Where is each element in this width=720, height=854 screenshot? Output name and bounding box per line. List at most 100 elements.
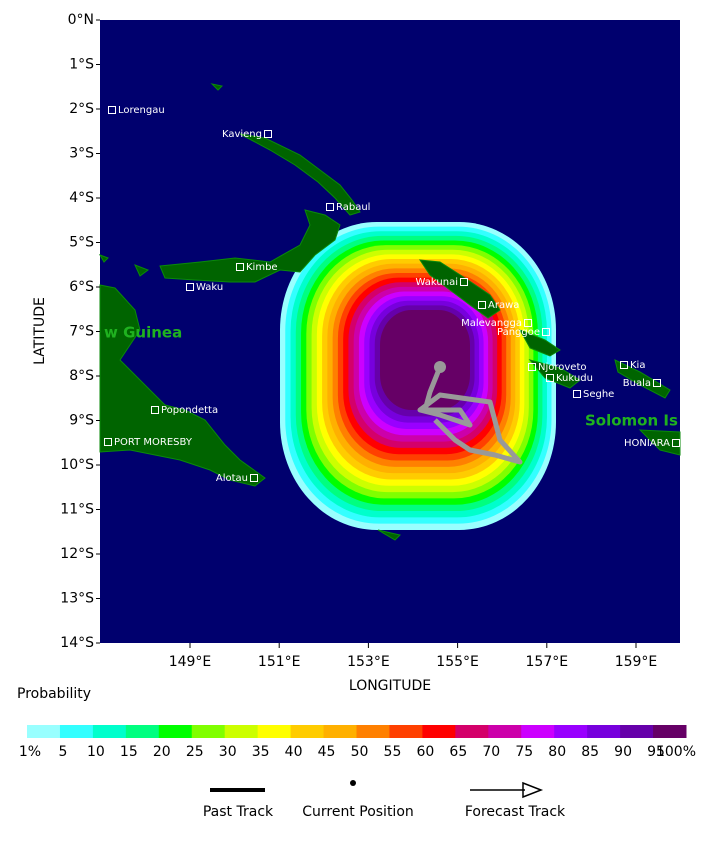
lat-label: 9°S (69, 413, 94, 429)
colorbar-cell (191, 725, 226, 738)
land (98, 83, 681, 541)
place-label: Kukudu (556, 373, 593, 384)
colorbar-cell (455, 725, 489, 738)
region-label: Solomon Is (585, 412, 678, 430)
place-label: Arawa (488, 300, 519, 311)
lat-label: 6°S (69, 279, 94, 295)
colorbar-label: 75 (515, 744, 533, 760)
place-marker (460, 278, 468, 286)
place-label: PORT MORESBY (114, 437, 193, 448)
place-label: Popondetta (161, 405, 218, 416)
lat-label: 1°S (69, 57, 94, 73)
place-marker (326, 203, 334, 211)
colorbar-label: 65 (449, 744, 467, 760)
place-label: Rabaul (336, 202, 370, 213)
lat-label: 11°S (60, 502, 94, 518)
place-label: Njoroveto (538, 362, 587, 373)
lon-label: 149°E (169, 654, 212, 670)
place-marker (573, 390, 581, 398)
colorbar-cell (290, 725, 325, 738)
lon-label: 153°E (347, 654, 390, 670)
legend-item: Past Track (203, 804, 274, 820)
colorbar-cell (27, 725, 61, 738)
place-marker (542, 328, 550, 336)
colorbar-label: 25 (186, 744, 204, 760)
colorbar-cell (257, 725, 292, 738)
lon-label: 155°E (436, 654, 479, 670)
lat-label: 12°S (60, 546, 94, 562)
colorbar-label: 15 (120, 744, 138, 760)
lon-label: 151°E (258, 654, 301, 670)
colorbar-label: 55 (384, 744, 402, 760)
place-marker (236, 263, 244, 271)
place-marker (264, 130, 272, 138)
place-label: HONIARA (624, 438, 670, 449)
place-marker (104, 438, 112, 446)
legend-title: Probability (17, 686, 91, 702)
place-label: Kia (630, 360, 645, 371)
place-label: Wakunai (416, 277, 458, 288)
lon-label: 159°E (615, 654, 658, 670)
place-label: Waku (196, 282, 223, 293)
lat-label: 7°S (69, 324, 94, 340)
colorbar-cell (389, 725, 423, 738)
place-marker (524, 319, 532, 327)
colorbar-cell (587, 725, 621, 738)
colorbar-label: 35 (252, 744, 270, 760)
colorbar-label: 80 (548, 744, 566, 760)
legend-item: Forecast Track (465, 804, 566, 820)
y-axis-title: LATITUDE (32, 297, 48, 365)
place-label: Kavieng (222, 129, 262, 140)
lat-label: 0°N (68, 12, 94, 28)
place-label: Kimbe (246, 262, 278, 273)
legend-item: Current Position (302, 804, 414, 820)
place-marker (108, 106, 116, 114)
colorbar-cell (224, 725, 259, 738)
place-marker (546, 374, 554, 382)
colorbar-cell (356, 725, 390, 738)
lat-label: 13°S (60, 591, 94, 607)
current-position (434, 361, 446, 373)
colorbar-label: 45 (318, 744, 336, 760)
colorbar-label: 10 (87, 744, 105, 760)
place-label: Buala (623, 378, 651, 389)
place-label: Seghe (583, 389, 614, 400)
colorbar-label: 5 (58, 744, 67, 760)
place-marker (653, 379, 661, 387)
lat-label: 8°S (69, 368, 94, 384)
lon-label: 157°E (526, 654, 569, 670)
probability-band (380, 310, 470, 410)
place-marker (478, 301, 486, 309)
colorbar-label: 90 (614, 744, 632, 760)
place-marker (528, 363, 536, 371)
place-marker (250, 474, 258, 482)
current-position-key (350, 780, 356, 786)
place-label: Alotau (216, 473, 248, 484)
storm-track (417, 366, 523, 465)
place-label: Malevangga (461, 318, 522, 329)
lat-label: 3°S (69, 146, 94, 162)
colorbar-label: 1% (19, 744, 41, 760)
colorbar-cell (620, 725, 654, 738)
colorbar-cell (125, 725, 160, 738)
region-label: w Guinea (104, 324, 182, 342)
place-label: Panggoe (497, 327, 540, 338)
forecast-arrow (522, 781, 544, 799)
place-marker (186, 283, 194, 291)
colorbar-label: 50 (351, 744, 369, 760)
colorbar-label: 95 (647, 744, 665, 760)
lat-label: 10°S (60, 457, 94, 473)
lat-label: 14°S (60, 635, 94, 651)
place-label: Lorengau (118, 105, 165, 116)
colorbar-cell (158, 725, 193, 738)
colorbar-label: 100% (656, 744, 696, 760)
lat-label: 2°S (69, 101, 94, 117)
place-marker (620, 361, 628, 369)
lat-label: 5°S (69, 235, 94, 251)
colorbar-cell (653, 725, 687, 738)
colorbar-cell (59, 725, 94, 738)
colorbar-label: 20 (153, 744, 171, 760)
place-marker (672, 439, 680, 447)
